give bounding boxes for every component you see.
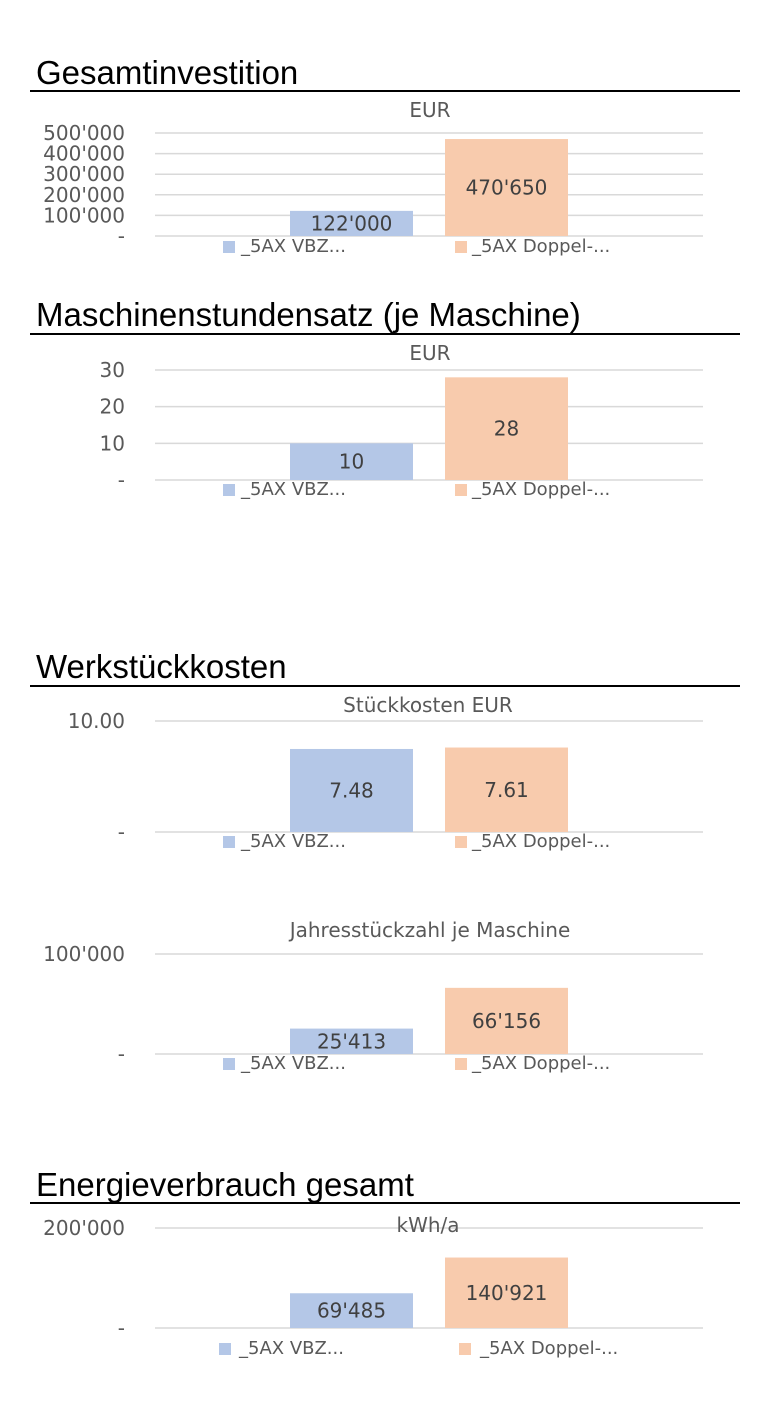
legend-swatch-2 bbox=[459, 1343, 471, 1355]
y-tick-label: - bbox=[118, 820, 125, 844]
bar-1 bbox=[290, 210, 413, 236]
legend-swatch-2 bbox=[455, 836, 467, 848]
legend-label: _5AX Doppel-... bbox=[471, 479, 610, 500]
chart-title: Jahresstückzahl je Maschine bbox=[288, 918, 571, 942]
y-tick-label: 300'000 bbox=[43, 162, 125, 186]
y-tick-label: 10 bbox=[100, 431, 125, 455]
data-label: 122'000 bbox=[311, 211, 393, 235]
legend-swatch-1 bbox=[223, 484, 235, 496]
data-label: 25'413 bbox=[317, 1029, 386, 1053]
bar-2 bbox=[445, 747, 568, 832]
chart-title: kWh/a bbox=[396, 1213, 459, 1237]
legend-swatch-2 bbox=[455, 1058, 467, 1070]
y-tick-label: 30 bbox=[100, 358, 125, 382]
section-divider bbox=[30, 333, 740, 335]
section-title-machine-hour-rate: Maschinenstundensatz (je Maschine) bbox=[36, 296, 581, 333]
bar-1 bbox=[290, 748, 413, 832]
legend-label: _5AX Doppel-... bbox=[471, 1053, 610, 1074]
y-tick-label: 200'000 bbox=[43, 183, 125, 207]
legend-label: _5AX VBZ... bbox=[240, 236, 346, 257]
section-title-investment: Gesamtinvestition bbox=[36, 54, 299, 91]
data-label: 7.48 bbox=[329, 778, 374, 802]
chart-title: EUR bbox=[409, 98, 450, 122]
legend-swatch-2 bbox=[455, 241, 467, 253]
bar-2 bbox=[445, 139, 568, 236]
data-label: 140'921 bbox=[466, 1281, 548, 1305]
bar-1 bbox=[290, 1293, 413, 1328]
bar-1 bbox=[290, 443, 413, 480]
legend-swatch-1 bbox=[219, 1343, 231, 1355]
y-tick-label: 200'000 bbox=[43, 1216, 125, 1240]
legend-swatch-1 bbox=[223, 836, 235, 848]
section-title-energy-consumption: Energieverbrauch gesamt bbox=[36, 1166, 414, 1203]
legend-swatch-1 bbox=[223, 241, 235, 253]
section-divider bbox=[30, 1202, 740, 1204]
chart-energy-consumption: - 200'000 69'485 140'921 kWh/a _5AX VBZ... _5A… bbox=[43, 1213, 703, 1359]
section-divider bbox=[30, 685, 740, 687]
chart-piece-costs: - 10.00 7.48 7.61 Stückkosten EUR _5AX VBZ...… bbox=[68, 693, 703, 852]
data-label: 10 bbox=[339, 450, 364, 474]
y-tick-label: 100'000 bbox=[43, 203, 125, 227]
bar-2 bbox=[445, 377, 568, 480]
bar-2 bbox=[445, 987, 568, 1054]
legend-swatch-2 bbox=[455, 484, 467, 496]
legend-swatch-1 bbox=[223, 1058, 235, 1070]
legend-label: _5AX Doppel-... bbox=[471, 236, 610, 257]
y-tick-label: - bbox=[118, 224, 125, 248]
chart-machine-hour-rate: - 10 20 30 10 28 EUR _5AX VBZ... _5AX Doppel-... bbox=[100, 341, 703, 500]
y-tick-label: - bbox=[118, 1042, 125, 1066]
data-label: 7.61 bbox=[484, 778, 529, 802]
y-tick-label: - bbox=[118, 1316, 125, 1340]
section-title-workpiece-costs: Werkstückkosten bbox=[36, 648, 287, 685]
y-tick-label: 500'000 bbox=[43, 121, 125, 145]
y-tick-label: - bbox=[118, 468, 125, 492]
data-label: 470'650 bbox=[466, 176, 548, 200]
data-label: 66'156 bbox=[472, 1009, 541, 1033]
data-label: 69'485 bbox=[317, 1299, 386, 1323]
y-tick-label: 100'000 bbox=[43, 942, 125, 966]
legend-label: _5AX VBZ... bbox=[238, 1338, 344, 1359]
y-tick-label: 10.00 bbox=[68, 709, 125, 733]
legend-label: _5AX Doppel-... bbox=[479, 1338, 618, 1359]
y-tick-label: 400'000 bbox=[43, 142, 125, 166]
data-label: 28 bbox=[494, 417, 519, 441]
legend-label: _5AX Doppel-... bbox=[471, 831, 610, 852]
legend-label: _5AX VBZ... bbox=[240, 1053, 346, 1074]
chart-title: EUR bbox=[409, 341, 450, 365]
legend-label: _5AX VBZ... bbox=[240, 479, 346, 500]
y-tick-label: 20 bbox=[100, 395, 125, 419]
chart-title: Stückkosten EUR bbox=[343, 693, 513, 717]
bar-1 bbox=[290, 1028, 413, 1054]
legend-label: _5AX VBZ... bbox=[240, 831, 346, 852]
chart-annual-quantity: - 100'000 25'413 66'156 Jahresstückzahl je M… bbox=[43, 918, 703, 1074]
section-divider bbox=[30, 90, 740, 92]
bar-2 bbox=[445, 1257, 568, 1328]
